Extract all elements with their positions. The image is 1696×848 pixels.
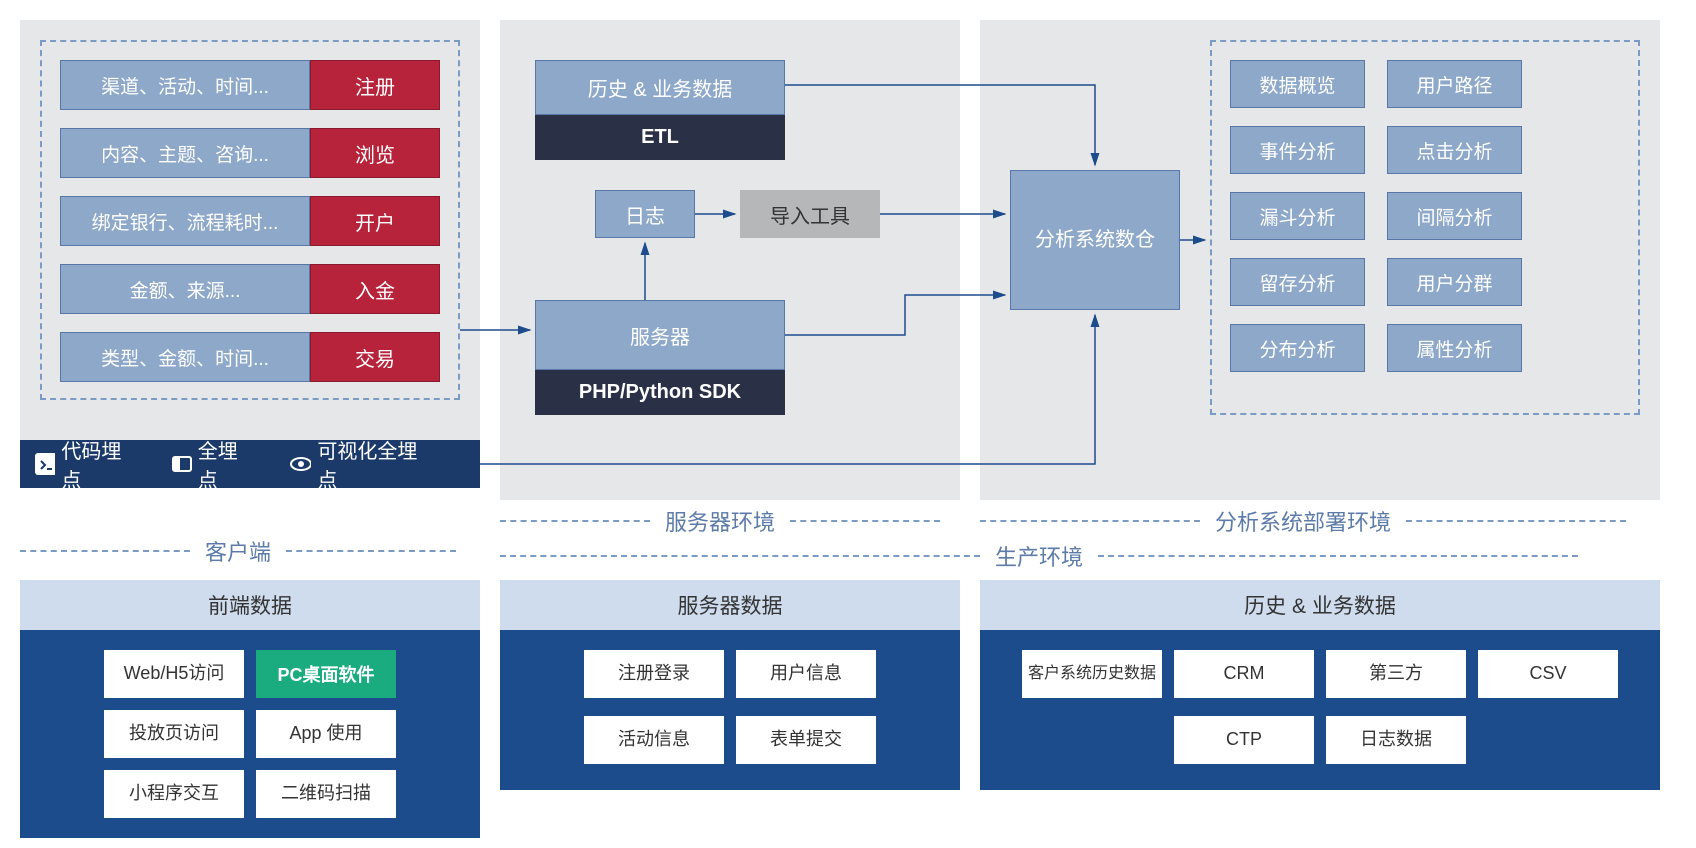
sdk-box: PHP/Python SDK: [535, 370, 785, 415]
bottom-group: 历史 & 业务数据客户系统历史数据CRM第三方CSV CTP日志数据: [980, 580, 1660, 790]
bottom-item: 日志数据: [1326, 716, 1466, 764]
client-row-action: 交易: [310, 332, 440, 382]
client-row: 金额、来源...入金: [60, 264, 440, 314]
tracking-bar: 代码埋点 全埋点 可视化全埋点: [20, 440, 480, 488]
env-deploy: 分析系统部署环境: [980, 505, 1660, 537]
client-row-action: 浏览: [310, 128, 440, 178]
bottom-item: App 使用: [256, 710, 396, 758]
env-client: 客户端: [20, 535, 480, 567]
bottom-item: 表单提交: [736, 716, 876, 764]
bottom-group-body: 注册登录用户信息活动信息表单提交: [500, 630, 960, 790]
client-row-desc: 金额、来源...: [60, 264, 310, 314]
client-row-action: 注册: [310, 60, 440, 110]
bottom-group-title: 前端数据: [20, 580, 480, 630]
analysis-item: 数据概览: [1230, 60, 1365, 108]
analysis-item: 用户路径: [1387, 60, 1522, 108]
bottom-item: Web/H5访问: [104, 650, 244, 698]
bottom-item: 客户系统历史数据: [1022, 650, 1162, 698]
analysis-dashed-box: 数据概览用户路径事件分析点击分析漏斗分析间隔分析留存分析用户分群分布分析属性分析: [1210, 40, 1640, 415]
analysis-item: 分布分析: [1230, 324, 1365, 372]
server-box: 服务器: [535, 300, 785, 370]
warehouse-box: 分析系统数仓: [1010, 170, 1180, 310]
tracking-code: 代码埋点: [35, 435, 153, 493]
bottom-group: 前端数据Web/H5访问PC桌面软件投放页访问App 使用小程序交互二维码扫描: [20, 580, 480, 838]
import-tool-box: 导入工具: [740, 190, 880, 238]
bottom-item: CRM: [1174, 650, 1314, 698]
env-server: 服务器环境: [500, 505, 960, 537]
bottom-item: 注册登录: [584, 650, 724, 698]
client-row-action: 入金: [310, 264, 440, 314]
log-box: 日志: [595, 190, 695, 238]
client-row-action: 开户: [310, 196, 440, 246]
tracking-code-label: 代码埋点: [61, 435, 135, 493]
etl-box: ETL: [535, 115, 785, 160]
bottom-group-title: 历史 & 业务数据: [980, 580, 1660, 630]
analysis-item: 漏斗分析: [1230, 192, 1365, 240]
client-row: 渠道、活动、时间...注册: [60, 60, 440, 110]
env-prod: 生产环境: [500, 540, 1660, 572]
client-row: 绑定银行、流程耗时...开户: [60, 196, 440, 246]
bottom-item: CTP: [1174, 716, 1314, 764]
client-dashed-box: 渠道、活动、时间...注册内容、主题、咨询...浏览绑定银行、流程耗时...开户…: [40, 40, 460, 400]
client-row-desc: 类型、金额、时间...: [60, 332, 310, 382]
bottom-group-body: Web/H5访问PC桌面软件投放页访问App 使用小程序交互二维码扫描: [20, 630, 480, 838]
analysis-item: 属性分析: [1387, 324, 1522, 372]
bottom-item: 用户信息: [736, 650, 876, 698]
analysis-item: 用户分群: [1387, 258, 1522, 306]
history-data-box: 历史 & 业务数据: [535, 60, 785, 115]
analysis-item: 事件分析: [1230, 126, 1365, 174]
tracking-visual-label: 可视化全埋点: [317, 435, 429, 493]
client-row: 内容、主题、咨询...浏览: [60, 128, 440, 178]
bottom-item: 二维码扫描: [256, 770, 396, 818]
bottom-item: CSV: [1478, 650, 1618, 698]
bottom-item: PC桌面软件: [256, 650, 396, 698]
bottom-group: 服务器数据注册登录用户信息活动信息表单提交: [500, 580, 960, 790]
client-row-desc: 内容、主题、咨询...: [60, 128, 310, 178]
client-row: 类型、金额、时间...交易: [60, 332, 440, 382]
tracking-full: 全埋点: [171, 435, 271, 493]
bottom-item: 投放页访问: [104, 710, 244, 758]
client-row-desc: 绑定银行、流程耗时...: [60, 196, 310, 246]
bottom-group-body: 客户系统历史数据CRM第三方CSV CTP日志数据: [980, 630, 1660, 790]
bottom-group-title: 服务器数据: [500, 580, 960, 630]
bottom-item: 小程序交互: [104, 770, 244, 818]
bottom-item: 活动信息: [584, 716, 724, 764]
client-row-desc: 渠道、活动、时间...: [60, 60, 310, 110]
analysis-item: 点击分析: [1387, 126, 1522, 174]
bottom-item: 第三方: [1326, 650, 1466, 698]
tracking-full-label: 全埋点: [198, 435, 253, 493]
analysis-item: 间隔分析: [1387, 192, 1522, 240]
tracking-visual: 可视化全埋点: [289, 435, 447, 493]
analysis-item: 留存分析: [1230, 258, 1365, 306]
